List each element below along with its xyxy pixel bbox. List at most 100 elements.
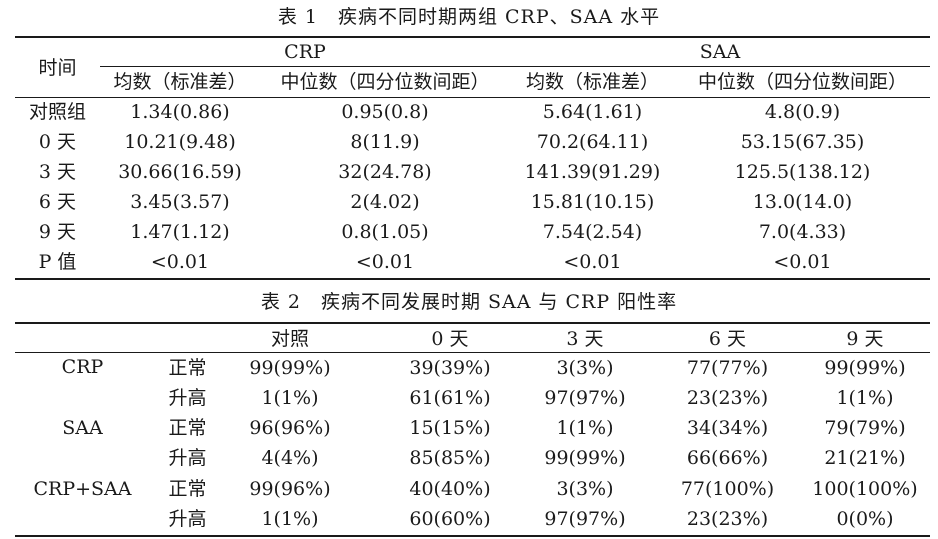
row-label: 对照组 [28,101,86,123]
table-cell: 85(85%) [409,447,491,469]
group-label: CRP+SAA [33,478,132,500]
table-row: 正常 99(99%) 39(39%) 3(3%) 77(77%) 99(99%) [15,353,930,383]
table1-header-rule [15,97,930,98]
table2-top-rule [15,322,930,324]
table-cell: 39(39%) [409,357,491,379]
table1-corner-label: 时间 [38,57,77,79]
table-cell: 3(3%) [556,478,614,500]
table1-group-saa: SAA [699,41,741,63]
table-cell: 1(1%) [556,417,614,439]
row-label: 9 天 [38,221,77,243]
table-cell: 40(40%) [409,478,491,500]
table-cell: 99(99%) [249,357,331,379]
table-cell: 5.64(1.61) [542,101,643,123]
table2-header: 0 天 [431,328,469,350]
table1-bottom-rule [15,278,930,280]
table-cell: 15.81(10.15) [530,191,655,213]
status-label: 正常 [168,417,207,439]
table-cell: 99(96%) [249,478,331,500]
table-cell: <0.01 [563,251,622,273]
table1-subheader: 均数（标准差） [525,71,659,93]
table-cell: 66(66%) [686,447,769,469]
table2-header: 6 天 [708,328,747,350]
group-label: SAA [62,417,103,439]
table-cell: 23(23%) [686,387,769,409]
group-label: CRP [61,356,104,378]
table-row: 对照组 1.34(0.86) 0.95(0.8) 5.64(1.61) 4.8(… [15,97,930,127]
table-cell: 32(24.78) [338,161,432,183]
table2-header: 9 天 [846,328,884,350]
table-cell: 1(1%) [261,508,319,530]
table-cell: 70.2(64.11) [536,131,649,153]
row-label: 3 天 [38,161,77,183]
table1-top-rule [15,36,930,38]
table-row: 升高 4(4%) 85(85%) 99(99%) 66(66%) 21(21%) [15,443,930,473]
table-cell: 30.66(16.59) [118,161,242,183]
row-label: P 值 [38,251,77,273]
table-cell: 3(3%) [556,357,614,379]
table-row: 升高 1(1%) 60(60%) 97(97%) 23(23%) 0(0%) [15,504,930,534]
table-cell: 77(77%) [686,357,769,379]
table-row: 9 天 1.47(1.12) 0.8(1.05) 7.54(2.54) 7.0(… [15,217,930,247]
table1-subheader-row: 均数（标准差） 中位数（四分位数间距） 均数（标准差） 中位数（四分位数间距） [15,67,930,97]
table-cell: 99(99%) [824,357,906,379]
table-row: 3 天 30.66(16.59) 32(24.78) 141.39(91.29)… [15,157,930,187]
table1-group-crp: CRP [284,41,326,63]
table-cell: 8(11.9) [350,131,420,153]
table-cell: 4(4%) [261,447,319,469]
table-cell: 0.95(0.8) [341,101,429,123]
status-label: 升高 [168,508,207,530]
table-cell: 61(61%) [409,387,491,409]
table-cell: 1(1%) [261,387,319,409]
table-row: 正常 99(96%) 40(40%) 3(3%) 77(100%) 100(10… [15,474,930,504]
table-cell: 7.54(2.54) [542,221,643,243]
table-cell: 21(21%) [824,447,906,469]
table-row: 升高 1(1%) 61(61%) 97(97%) 23(23%) 1(1%) [15,383,930,413]
table-cell: 97(97%) [544,508,626,530]
table-cell: 97(97%) [544,387,626,409]
table-row: 0 天 10.21(9.48) 8(11.9) 70.2(64.11) 53.1… [15,127,930,157]
table2-header-row: 对照 0 天 3 天 6 天 9 天 [15,324,930,354]
table-cell: 1.47(1.12) [130,221,230,243]
table-cell: 10.21(9.48) [124,131,236,153]
table-cell: 13.0(14.0) [752,191,853,213]
table-cell: 99(99%) [544,447,626,469]
table-cell: 100(100%) [812,478,918,500]
table-row: 6 天 3.45(3.57) 2(4.02) 15.81(10.15) 13.0… [15,187,930,217]
row-label: 0 天 [38,131,77,153]
table-row: 正常 96(96%) 15(15%) 1(1%) 34(34%) 79(79%) [15,413,930,443]
table-cell: 79(79%) [824,417,906,439]
table-cell: 4.8(0.9) [764,101,841,123]
table1-subheader: 中位数（四分位数间距） [697,71,907,93]
table2-header: 对照 [270,328,309,350]
table-cell: 77(100%) [680,478,775,500]
table-row: P 值 <0.01 <0.01 <0.01 <0.01 [15,247,930,277]
table-cell: 7.0(4.33) [758,221,847,243]
table-cell: 0(0%) [836,508,894,530]
table-cell: 125.5(138.12) [734,161,871,183]
table1-caption: 表 1 疾病不同时期两组 CRP、SAA 水平 [277,6,661,28]
table1-subheader: 均数（标准差） [113,71,247,93]
table-cell: 1.34(0.86) [130,101,230,123]
table-cell: <0.01 [150,251,210,273]
table2-caption: 表 2 疾病不同发展时期 SAA 与 CRP 阳性率 [260,291,678,313]
table-cell: 60(60%) [409,508,491,530]
table2-header-rule [15,352,930,353]
table-cell: 141.39(91.29) [524,161,661,183]
table-cell: 96(96%) [249,417,331,439]
row-label: 6 天 [38,191,77,213]
table-cell: 3.45(3.57) [130,191,230,213]
status-label: 正常 [168,478,207,500]
table-cell: 34(34%) [686,417,769,439]
table-cell: <0.01 [355,251,415,273]
table1-group-underline [100,66,930,67]
status-label: 正常 [168,357,207,379]
table-cell: 23(23%) [686,508,769,530]
status-label: 升高 [168,447,207,469]
status-label: 升高 [168,387,207,409]
table-cell: 1(1%) [836,387,894,409]
table1-subheader: 中位数（四分位数间距） [280,71,490,93]
table-cell: 2(4.02) [350,191,420,213]
table2-header: 3 天 [566,328,604,350]
table-cell: 53.15(67.35) [740,131,865,153]
